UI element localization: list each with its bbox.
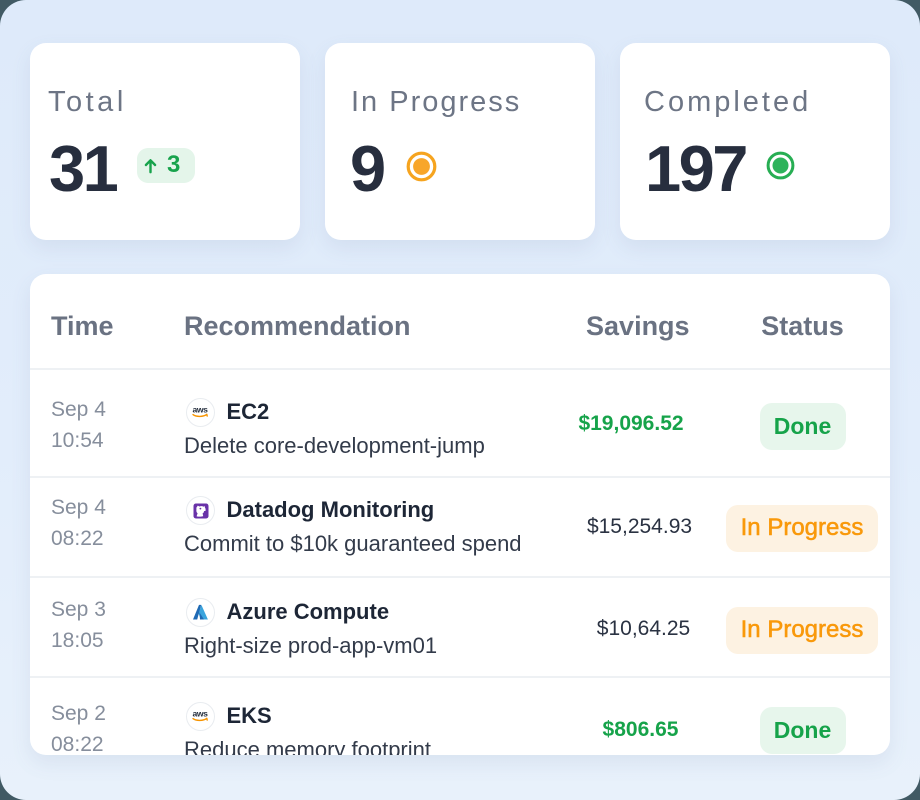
svg-text:aws: aws (192, 708, 208, 718)
svg-text:aws: aws (192, 404, 208, 414)
